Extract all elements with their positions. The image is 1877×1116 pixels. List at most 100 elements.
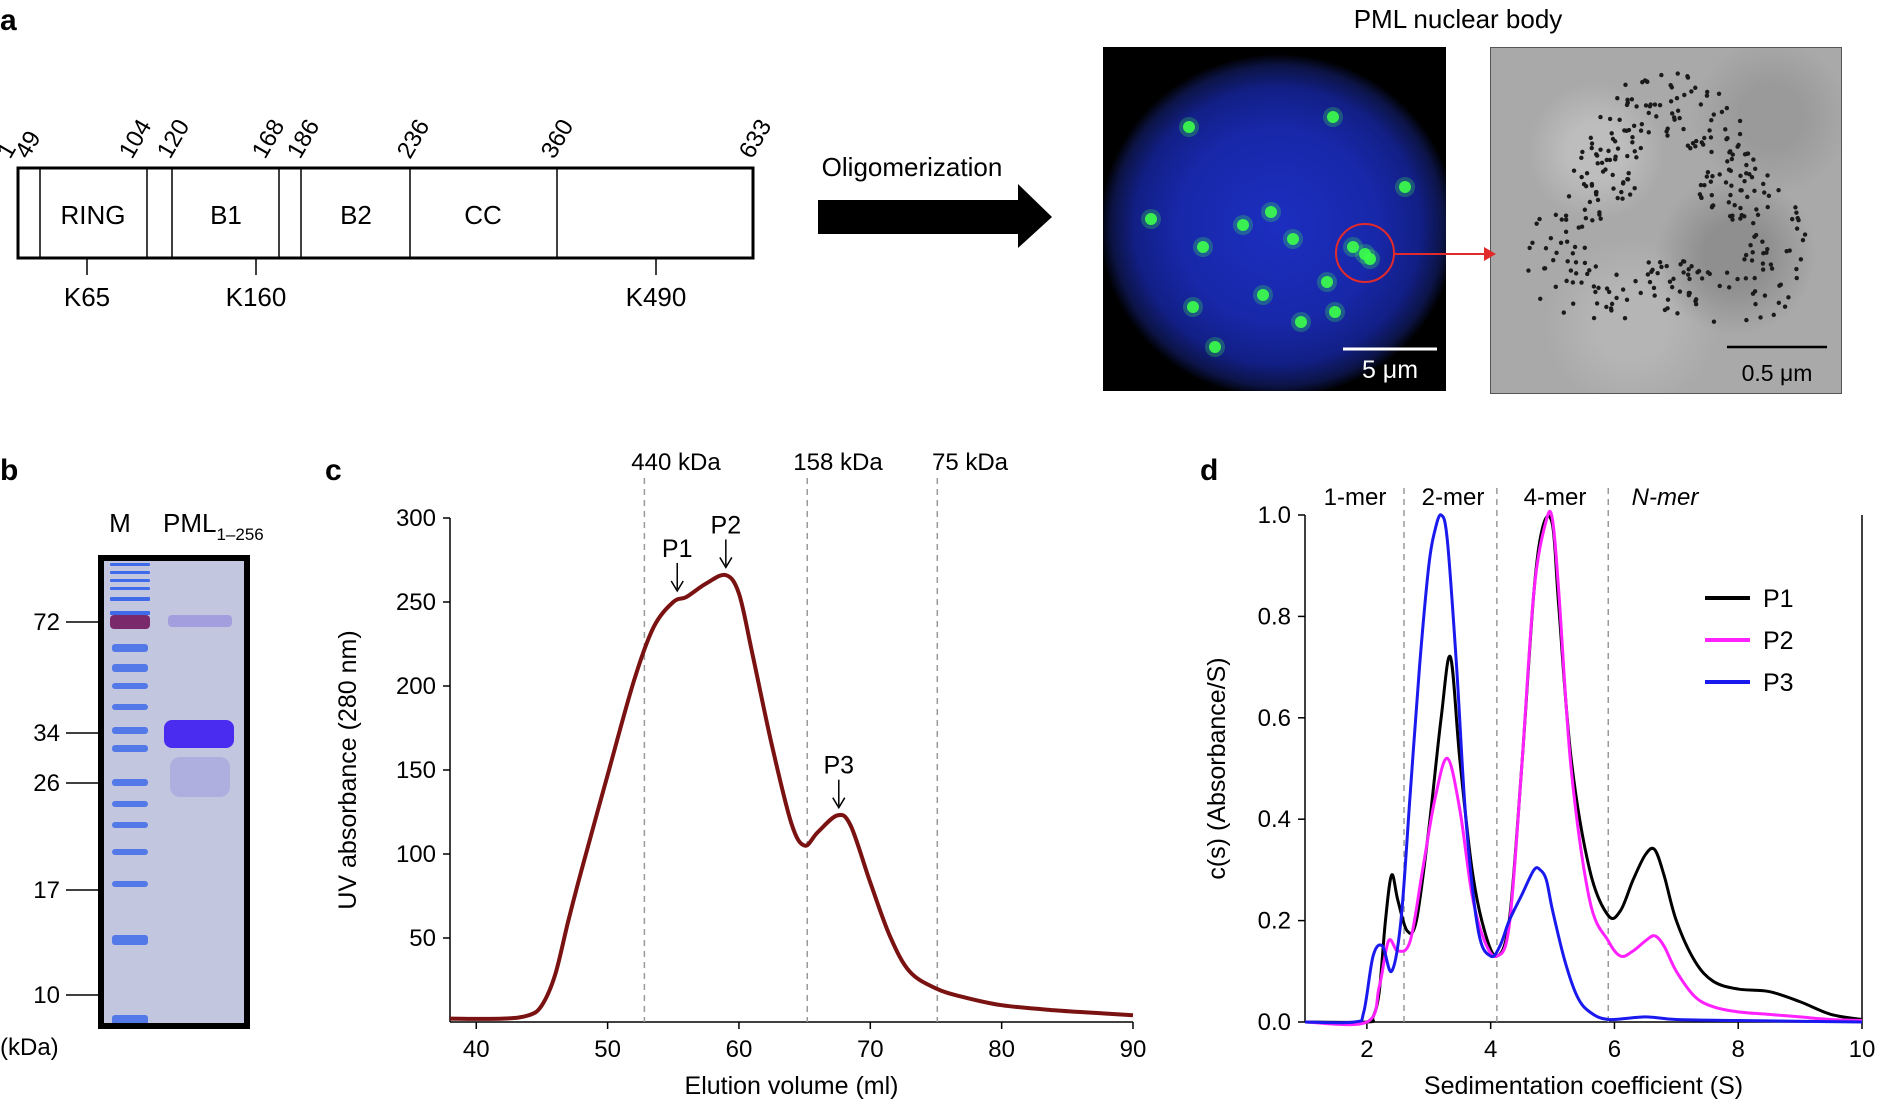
mw-marker-label: 72 bbox=[33, 609, 60, 636]
lane-label-pml: PML1–256 bbox=[163, 508, 264, 544]
gold-particle bbox=[1580, 149, 1585, 155]
fluorescent-focus-glow bbox=[1325, 302, 1345, 322]
gold-particle bbox=[1654, 114, 1659, 119]
gold-particle bbox=[1784, 248, 1789, 254]
gold-particle bbox=[1595, 197, 1601, 203]
ladder-band bbox=[112, 801, 148, 807]
gold-particle bbox=[1790, 216, 1795, 222]
gold-particle bbox=[1771, 312, 1776, 318]
gold-particle bbox=[1652, 293, 1657, 298]
gold-particle bbox=[1760, 239, 1765, 244]
gold-particle bbox=[1595, 161, 1600, 166]
gold-particle bbox=[1751, 220, 1756, 226]
gold-particle bbox=[1665, 297, 1671, 302]
ladder-band bbox=[112, 849, 148, 855]
gold-particle bbox=[1570, 280, 1576, 285]
gold-particle bbox=[1594, 152, 1599, 157]
x-tick-label: 10 bbox=[1849, 1036, 1876, 1063]
gold-particle bbox=[1744, 162, 1749, 168]
panel-d-letter: d bbox=[1200, 454, 1218, 487]
gold-particle bbox=[1760, 267, 1766, 272]
gold-particle bbox=[1646, 110, 1651, 116]
gold-particle bbox=[1598, 216, 1603, 221]
gold-particle bbox=[1585, 271, 1590, 277]
gold-particle bbox=[1598, 147, 1603, 152]
gold-particle bbox=[1704, 93, 1710, 98]
gold-particle bbox=[1579, 224, 1585, 229]
gold-particle bbox=[1693, 297, 1699, 302]
gold-particle bbox=[1739, 212, 1744, 218]
gold-particle bbox=[1751, 157, 1756, 162]
kda-unit-label: (kDa) bbox=[0, 1034, 59, 1061]
gold-particle bbox=[1563, 217, 1569, 222]
ladder-band-72 bbox=[110, 615, 150, 629]
gold-particle bbox=[1744, 171, 1749, 176]
gold-particle bbox=[1607, 157, 1613, 163]
ladder-band bbox=[112, 727, 148, 734]
gold-particle bbox=[1729, 183, 1734, 188]
gold-particle bbox=[1732, 203, 1737, 208]
gold-particle bbox=[1758, 315, 1763, 320]
gold-particle bbox=[1604, 304, 1609, 310]
series-line-P2 bbox=[1304, 509, 1863, 1027]
fluorescent-focus-glow bbox=[1205, 337, 1225, 357]
gold-particle bbox=[1675, 311, 1680, 316]
fluorescent-focus-glow bbox=[1343, 237, 1363, 257]
ladder-band bbox=[112, 822, 148, 828]
gold-particle bbox=[1553, 212, 1559, 218]
gold-particle bbox=[1570, 301, 1576, 306]
gold-particle bbox=[1645, 272, 1651, 277]
gel-lanes bbox=[104, 561, 244, 1027]
gold-particle bbox=[1659, 72, 1664, 78]
gold-particle bbox=[1685, 272, 1691, 277]
chart-d: 2 4 6 8 10 0.0 0.2 0.4 0.6 0.8 1.0 Sedimentation co… bbox=[1203, 488, 1875, 1100]
gold-particle bbox=[1619, 189, 1624, 195]
fluorescent-focus-glow bbox=[1253, 285, 1273, 305]
gold-particle bbox=[1749, 258, 1755, 263]
gold-particle bbox=[1707, 128, 1712, 133]
ladder-band bbox=[112, 935, 148, 945]
gold-particle bbox=[1762, 293, 1768, 298]
panel-a-letter: a bbox=[0, 4, 17, 37]
gold-particle bbox=[1604, 157, 1609, 163]
gold-particle bbox=[1736, 142, 1741, 148]
y-tick-label: 200 bbox=[396, 673, 436, 700]
gold-particle bbox=[1760, 261, 1766, 266]
gold-particle bbox=[1738, 173, 1743, 179]
peak-label: P3 bbox=[823, 752, 854, 780]
gold-particle bbox=[1738, 205, 1743, 211]
peak-arrowhead bbox=[670, 580, 684, 593]
gold-particle bbox=[1630, 134, 1635, 140]
fluorescent-focus-glow bbox=[1261, 202, 1281, 222]
fluorescent-focus bbox=[1287, 233, 1299, 245]
gold-particle bbox=[1587, 268, 1592, 273]
position-label: 120 bbox=[152, 115, 195, 163]
gold-particle bbox=[1754, 207, 1759, 212]
gold-particle bbox=[1744, 317, 1749, 323]
gold-particle bbox=[1681, 270, 1686, 275]
ladder-band bbox=[112, 1015, 148, 1027]
ladder-band bbox=[112, 881, 148, 887]
gold-particle bbox=[1609, 131, 1614, 136]
gold-particle bbox=[1534, 221, 1539, 226]
gold-particle bbox=[1682, 92, 1687, 98]
gold-particle bbox=[1561, 310, 1567, 315]
gold-particle bbox=[1537, 216, 1542, 222]
legend-label: P1 bbox=[1763, 585, 1794, 613]
gold-particle bbox=[1582, 207, 1588, 212]
gold-particle bbox=[1671, 276, 1676, 282]
gold-particle bbox=[1579, 155, 1584, 161]
mw-standard-label: 440 kDa bbox=[631, 449, 721, 476]
gold-particle bbox=[1716, 91, 1722, 96]
ladder-band bbox=[112, 664, 148, 672]
x-tick-label: 4 bbox=[1484, 1036, 1497, 1063]
gold-particle bbox=[1667, 279, 1673, 284]
gold-particle bbox=[1726, 200, 1732, 205]
gold-particle bbox=[1617, 117, 1622, 123]
y-tick-label: 300 bbox=[396, 505, 436, 532]
gold-particle bbox=[1776, 187, 1781, 193]
sds-gel bbox=[98, 555, 250, 1029]
ladder-band bbox=[110, 597, 150, 601]
gold-particle bbox=[1646, 130, 1651, 135]
gold-particle bbox=[1675, 71, 1680, 76]
